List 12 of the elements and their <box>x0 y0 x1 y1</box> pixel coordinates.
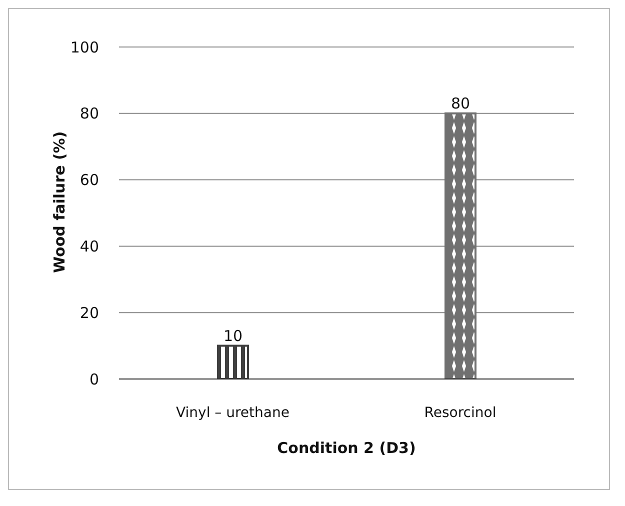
x-tick-label: Vinyl – urethane <box>176 404 290 421</box>
x-axis-title: Condition 2 (D3) <box>277 439 416 457</box>
y-tick-label: 80 <box>80 104 99 123</box>
data-label: 10 <box>223 326 243 345</box>
y-tick-label: 60 <box>80 171 99 190</box>
y-tick-label: 40 <box>80 238 99 256</box>
y-axis-title: Wood failure (%) <box>50 131 68 273</box>
y-tick-label: 0 <box>89 370 99 388</box>
x-tick-label: Resorcinol <box>424 404 496 421</box>
y-tick-label: 20 <box>80 304 99 322</box>
y-tick-label: 100 <box>70 38 99 56</box>
data-label: 80 <box>450 94 470 112</box>
